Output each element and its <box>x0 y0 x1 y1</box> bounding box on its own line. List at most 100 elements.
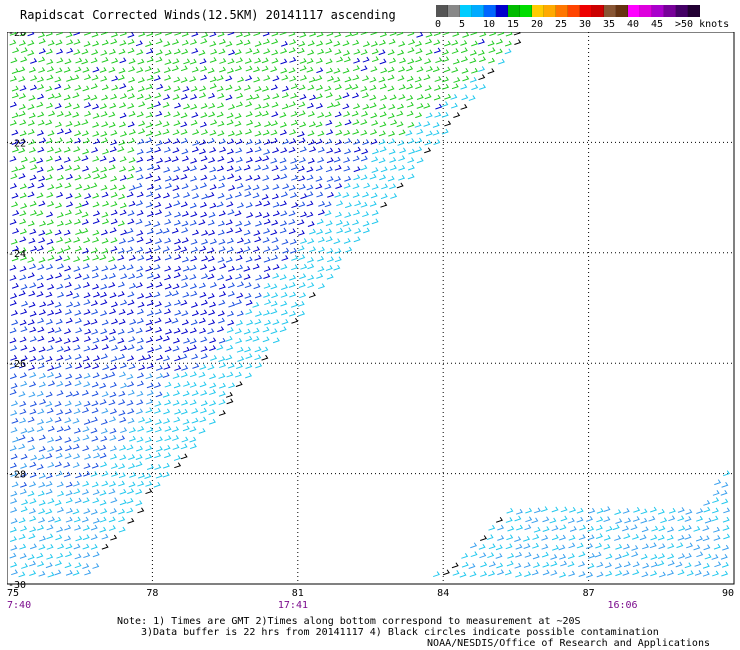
wind-barb <box>244 58 252 64</box>
wind-barb <box>37 317 45 324</box>
wind-barb <box>81 389 89 396</box>
wind-barb <box>371 156 379 163</box>
wind-barb <box>128 427 136 434</box>
wind-barb <box>650 534 658 541</box>
wind-barb <box>660 517 668 524</box>
wind-barb <box>498 58 505 65</box>
wind-barb <box>180 246 188 253</box>
wind-barb <box>353 236 361 243</box>
wind-barb <box>208 229 216 236</box>
wind-barb <box>210 119 218 126</box>
wind-barb <box>156 354 164 361</box>
wind-barb <box>434 111 442 118</box>
wind-barb <box>334 49 342 55</box>
longitude-tick-label: 84 <box>437 588 449 599</box>
wind-barb <box>72 418 80 424</box>
wind-barb <box>252 263 260 270</box>
wind-barb <box>387 113 395 119</box>
wind-barb <box>316 32 324 38</box>
wind-barb <box>72 74 80 81</box>
wind-barb <box>306 174 314 181</box>
wind-barb <box>722 525 730 531</box>
wind-barb <box>82 426 90 433</box>
wind-barb <box>39 535 46 542</box>
wind-barb <box>289 291 297 298</box>
wind-barb <box>91 390 99 397</box>
wind-barb <box>117 281 125 288</box>
wind-barb <box>378 130 386 137</box>
wind-barb <box>172 192 180 199</box>
wind-barb <box>173 111 181 118</box>
wind-barb <box>396 182 404 189</box>
wind-barb <box>164 317 172 324</box>
wind-barb <box>181 319 189 326</box>
wind-barb <box>118 48 126 55</box>
wind-barb <box>479 84 486 90</box>
wind-barb <box>118 264 126 271</box>
wind-barb <box>209 166 217 173</box>
wind-barb <box>288 210 296 217</box>
wind-barb <box>83 381 91 388</box>
wind-barb <box>333 40 341 47</box>
wind-barb <box>189 338 197 344</box>
wind-barb <box>246 94 254 101</box>
wind-barb <box>30 245 38 252</box>
wind-barb <box>488 524 496 531</box>
wind-barb <box>135 182 143 189</box>
wind-barb <box>56 552 64 559</box>
wind-barb <box>343 165 351 172</box>
wind-barb <box>443 66 451 73</box>
wind-barb <box>117 291 125 297</box>
wind-barb <box>290 158 298 164</box>
wind-barb <box>100 328 108 335</box>
wind-barb <box>452 58 460 65</box>
wind-barb <box>174 365 182 371</box>
wind-barb <box>471 67 479 74</box>
wind-barb <box>324 210 332 216</box>
wind-barb <box>333 156 341 163</box>
wind-barb <box>65 507 73 514</box>
wind-barb <box>181 365 189 371</box>
wind-barb <box>46 544 54 550</box>
wind-barb <box>137 138 145 145</box>
wind-barb <box>255 362 263 369</box>
wind-barb <box>100 310 108 317</box>
wind-barb <box>261 354 269 361</box>
wind-barb <box>280 210 288 217</box>
wind-barb <box>200 390 208 396</box>
wind-barb <box>342 92 350 99</box>
wind-barb <box>415 48 423 54</box>
color-swatch <box>688 5 700 17</box>
wind-barb <box>316 218 324 225</box>
wind-barb <box>91 435 99 442</box>
wind-barb <box>531 569 539 576</box>
wind-barb <box>144 473 152 479</box>
wind-barb <box>307 84 315 91</box>
wind-barb <box>56 481 64 488</box>
wind-barb <box>280 121 287 128</box>
wind-barb <box>648 515 656 522</box>
wind-barb <box>117 74 125 81</box>
wind-barb <box>108 111 116 118</box>
wind-barb <box>255 220 263 227</box>
wind-barb <box>90 57 98 64</box>
wind-barb <box>110 445 117 452</box>
wind-barb <box>693 544 701 551</box>
wind-barb <box>306 102 314 109</box>
wind-barb <box>423 121 431 127</box>
wind-barb <box>119 175 127 181</box>
wind-barb <box>29 263 37 270</box>
wind-barb <box>66 76 74 82</box>
wind-barb <box>90 94 98 101</box>
wind-barb <box>11 255 19 262</box>
wind-barb <box>72 569 80 576</box>
wind-barb <box>363 182 371 189</box>
wind-barb <box>180 94 188 100</box>
wind-barb <box>74 84 82 91</box>
wind-barb <box>504 569 512 576</box>
wind-barb <box>181 310 189 317</box>
wind-barb <box>271 32 279 37</box>
wind-barb <box>136 200 144 207</box>
wind-barb <box>217 326 225 333</box>
wind-barb <box>155 110 163 117</box>
